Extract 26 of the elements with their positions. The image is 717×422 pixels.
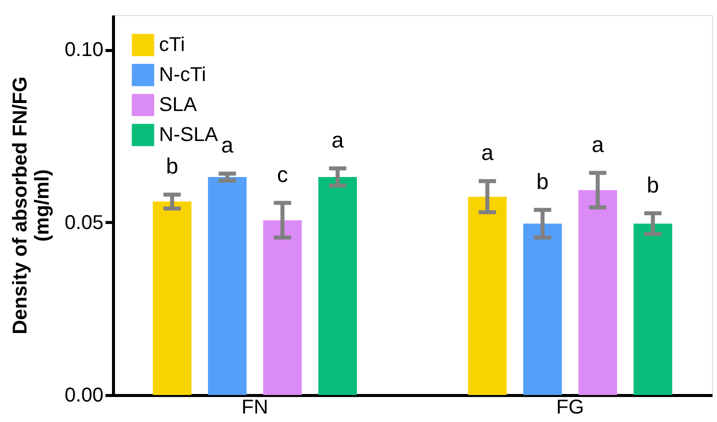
legend-label: cTi	[159, 34, 185, 56]
y-tick-label: 0.05	[64, 212, 104, 234]
bar	[634, 224, 672, 395]
bar	[523, 224, 562, 395]
legend-label: N-cTi	[159, 64, 206, 86]
data-label: b	[536, 168, 549, 194]
x-tick-label: FN	[242, 396, 268, 418]
y-tick-label: 0.00	[64, 384, 104, 406]
bar	[468, 196, 507, 395]
data-label: b	[646, 172, 660, 198]
data-label: a	[592, 132, 605, 157]
data-label: a	[332, 127, 344, 152]
legend-label: N-SLA	[159, 124, 219, 146]
bar	[208, 177, 247, 395]
bar	[318, 177, 357, 395]
data-label: c	[276, 162, 288, 187]
x-tick-label: FG	[556, 396, 584, 418]
bar	[578, 190, 618, 395]
bar	[263, 220, 302, 395]
bar	[152, 202, 192, 395]
y-axis-title: Density of absorbed FN/FG (mg/ml)	[10, 76, 54, 334]
y-tick-label: 0.10	[64, 39, 104, 62]
data-label: a	[221, 132, 234, 158]
data-label: b	[166, 154, 178, 179]
data-label: a	[481, 140, 494, 166]
legend-label: SLA	[159, 94, 198, 116]
